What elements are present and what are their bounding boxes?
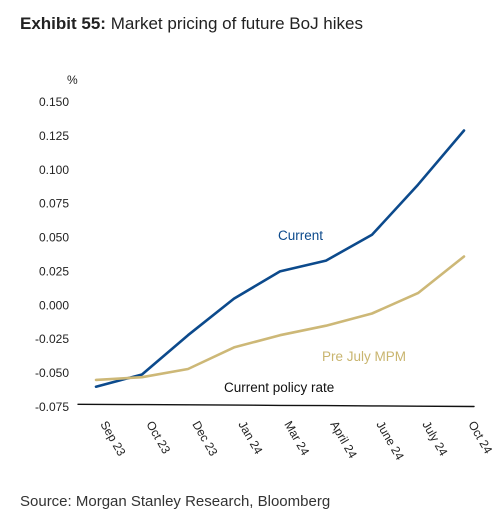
x-tick-label: Dec 23 — [189, 419, 220, 459]
y-axis-unit-label: % — [67, 73, 78, 87]
exhibit-label: Exhibit 55: — [20, 14, 106, 33]
x-tick-label: Oct 23 — [143, 419, 173, 457]
y-axis-ticks: 0.150 0.125 0.100 0.075 0.050 0.025 0.000 -0.02… — [35, 95, 69, 414]
title-text: Market pricing of future BoJ hikes — [110, 14, 363, 33]
x-tick-label: July 24 — [419, 419, 450, 459]
source-note: Source: Morgan Stanley Research, Bloombe… — [20, 493, 331, 510]
y-tick-label: 0.125 — [39, 129, 69, 143]
y-tick-label: 0.025 — [39, 264, 69, 278]
y-tick-label: 0.075 — [39, 197, 69, 211]
y-tick-label: -0.050 — [35, 366, 69, 380]
y-tick-label: 0.100 — [39, 163, 69, 177]
series-line-current — [94, 129, 466, 389]
x-tick-label: June 24 — [373, 419, 407, 463]
x-tick-label: April 24 — [327, 419, 360, 462]
y-tick-label: -0.075 — [35, 400, 69, 414]
series-line-pre-july-mpm — [94, 255, 466, 382]
series-line-policy-rate — [77, 403, 475, 408]
x-tick-label: Mar 24 — [281, 419, 312, 459]
x-axis-ticks: Sep 23 Oct 23 Dec 23 Jan 24 Mar 24 April 24 Ju… — [97, 419, 495, 463]
y-tick-label: -0.025 — [35, 332, 69, 346]
annotation-pre-july-mpm: Pre July MPM — [322, 349, 406, 364]
annotation-current: Current — [278, 228, 323, 243]
y-tick-label: 0.000 — [39, 298, 69, 312]
x-tick-label: Oct 24 — [465, 419, 495, 457]
x-tick-label: Jan 24 — [235, 419, 265, 457]
x-tick-label: Sep 23 — [97, 419, 128, 459]
y-tick-label: 0.150 — [39, 95, 69, 109]
y-tick-label: 0.050 — [39, 231, 69, 245]
annotation-current-policy-rate: Current policy rate — [224, 380, 334, 395]
series-lines — [77, 129, 475, 408]
chart-title: Exhibit 55: Market pricing of future BoJ… — [20, 14, 363, 34]
